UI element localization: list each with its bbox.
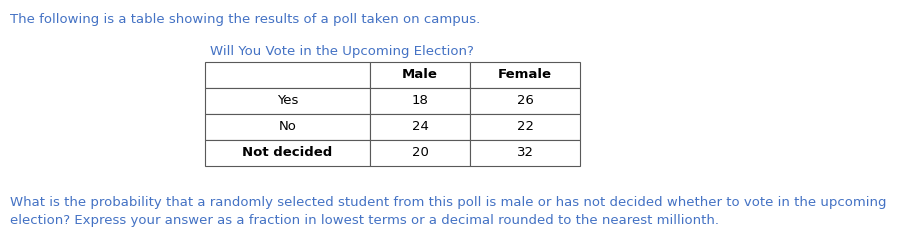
Bar [470,88,580,114]
Bar [370,140,470,166]
Bar [205,62,370,88]
Text: Will You Vote in the Upcoming Election?: Will You Vote in the Upcoming Election? [210,45,474,58]
Text: Male: Male [402,68,438,82]
Text: 20: 20 [412,146,429,159]
Text: 32: 32 [516,146,533,159]
Text: Not decided: Not decided [242,146,332,159]
Bar [370,88,470,114]
Text: 18: 18 [412,94,429,107]
Bar [470,140,580,166]
Text: election? Express your answer as a fraction in lowest terms or a decimal rounded: election? Express your answer as a fract… [10,214,719,227]
Bar [205,88,370,114]
Bar [370,114,470,140]
Text: 22: 22 [516,121,533,134]
Bar [205,140,370,166]
Text: No: No [278,121,296,134]
Text: Female: Female [498,68,552,82]
Bar [470,62,580,88]
Text: Yes: Yes [277,94,298,107]
Text: 24: 24 [412,121,429,134]
Bar [205,114,370,140]
Bar [370,62,470,88]
Bar [470,114,580,140]
Text: The following is a table showing the results of a poll taken on campus.: The following is a table showing the res… [10,13,480,26]
Text: 26: 26 [516,94,533,107]
Text: What is the probability that a randomly selected student from this poll is male : What is the probability that a randomly … [10,196,887,209]
